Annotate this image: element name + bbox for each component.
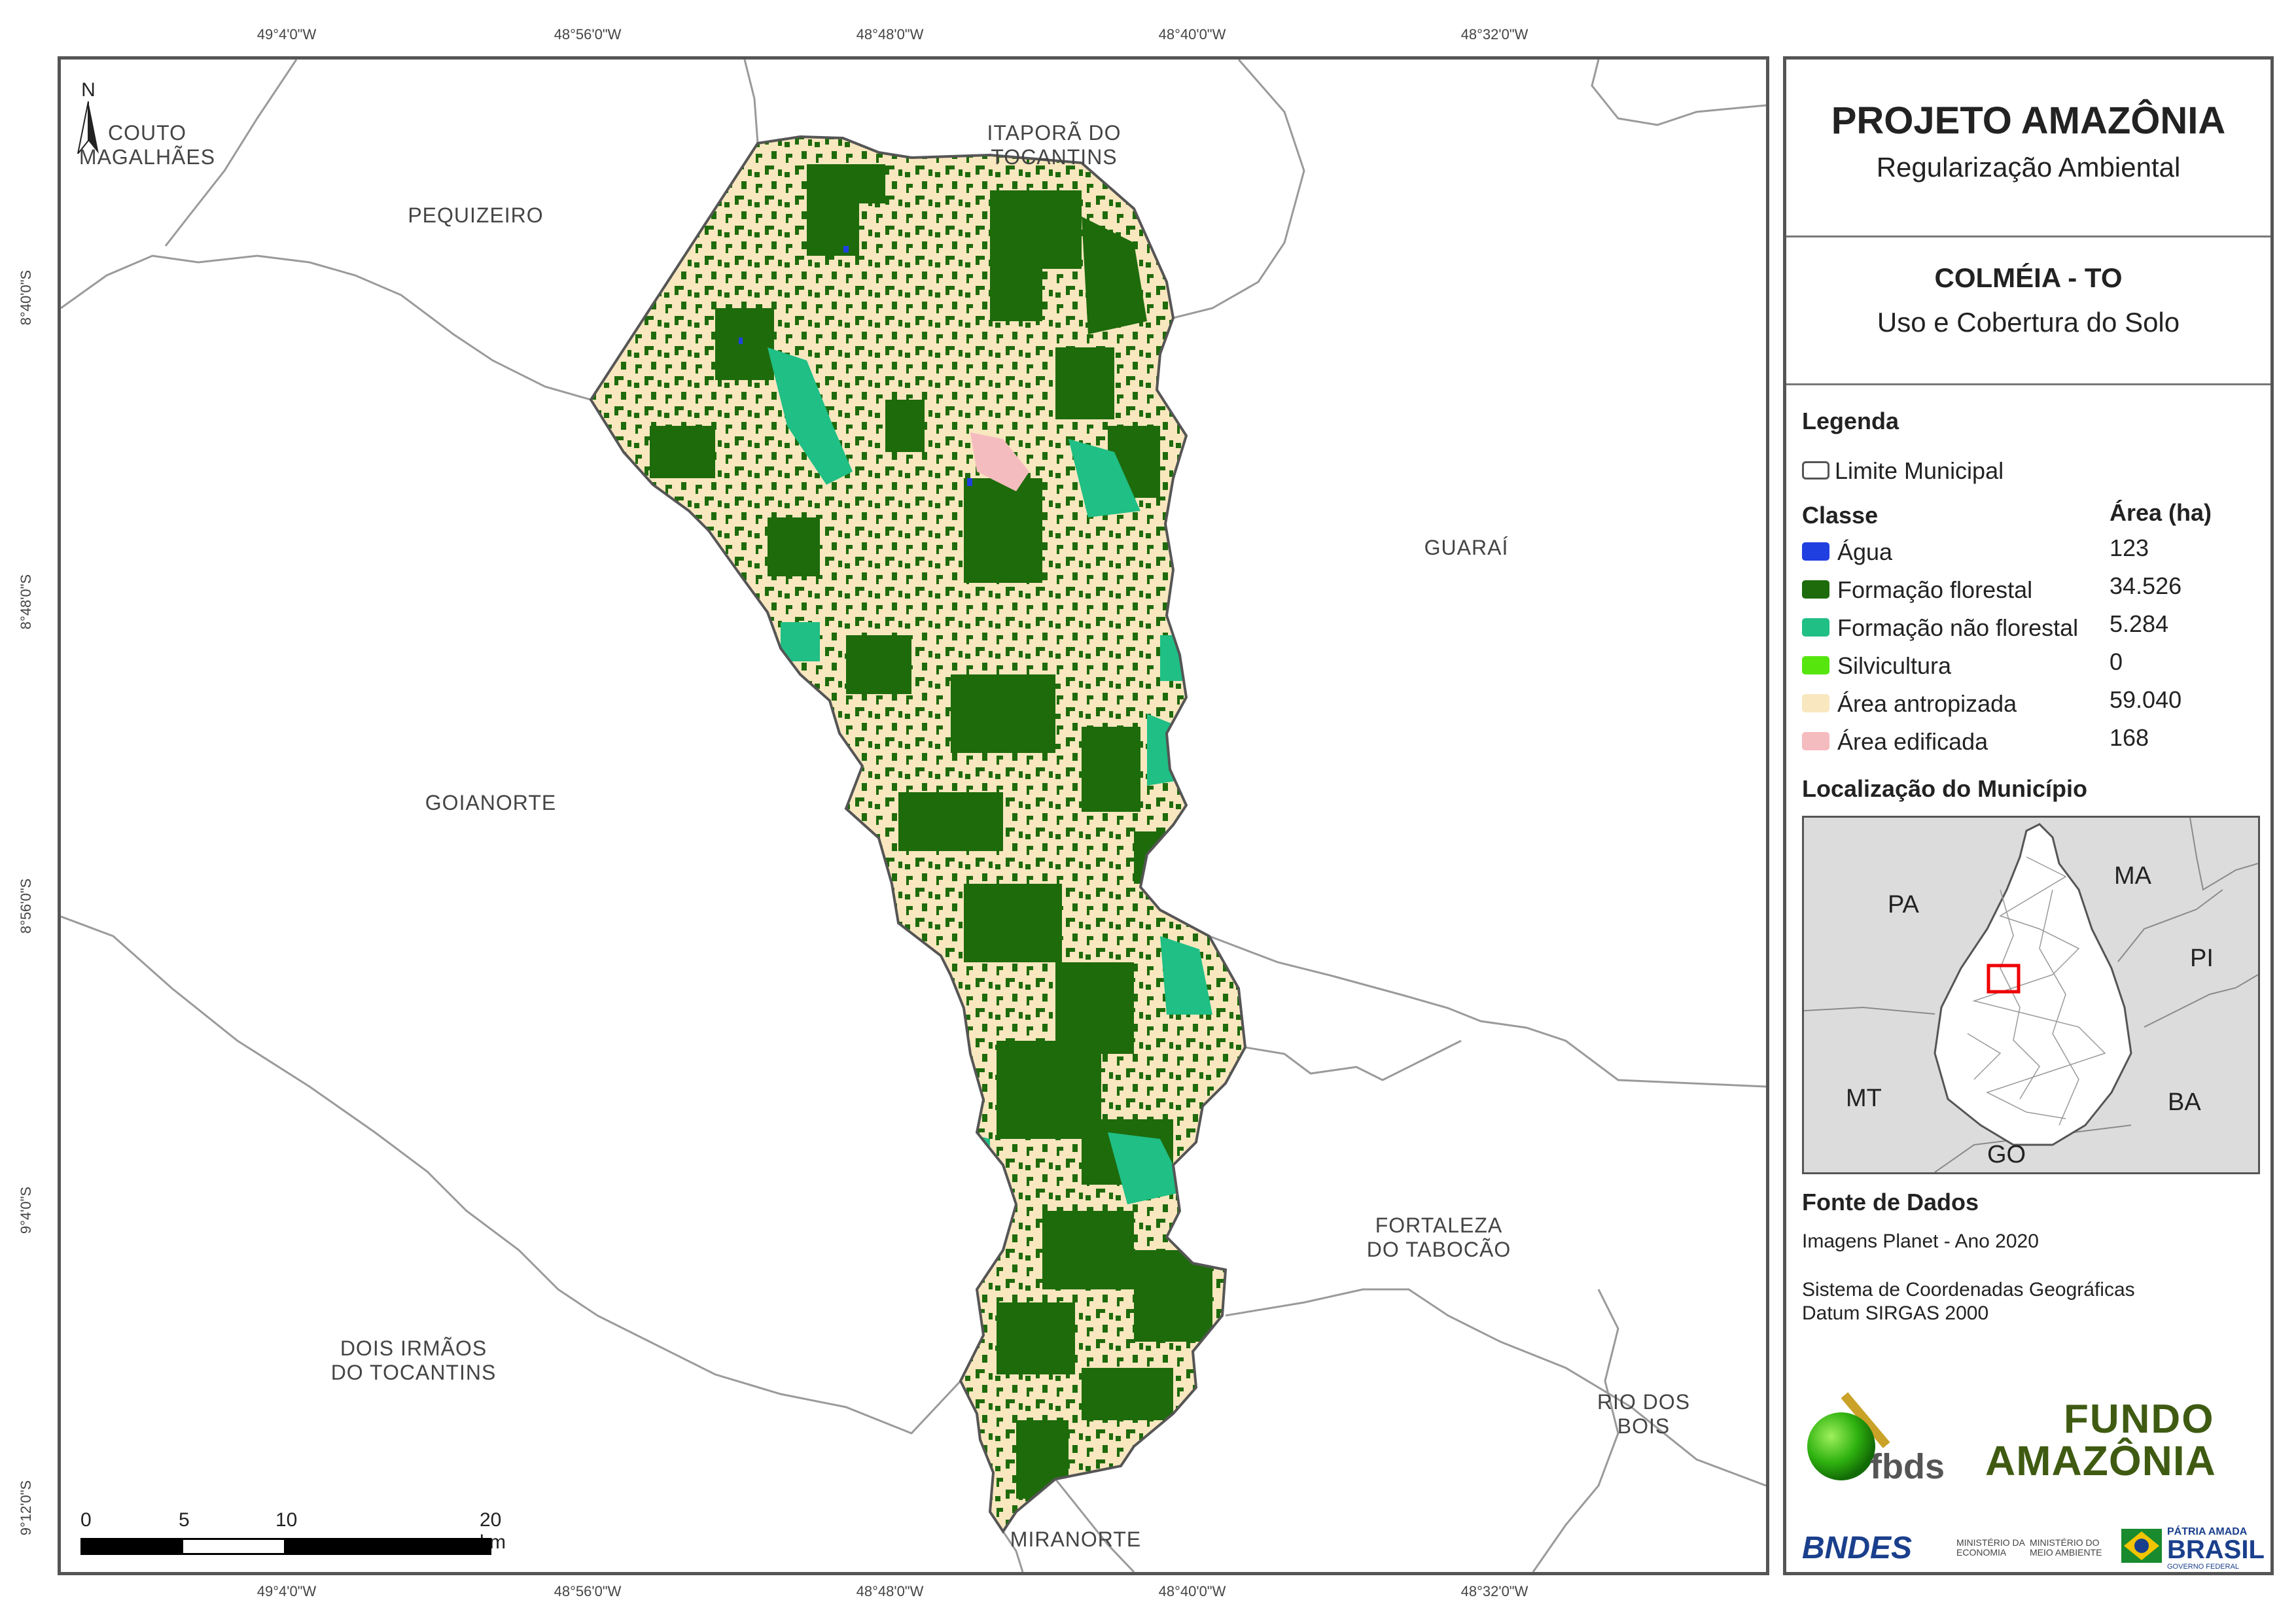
coord-left-5: 9°12'0"S xyxy=(18,1480,34,1536)
coord-top-3: 48°48'0"W xyxy=(856,26,924,43)
class-area-formacao-nao-florestal: 5.284 xyxy=(2110,610,2169,637)
fundo-amazonia-logo: FUNDO AMAZÔNIA xyxy=(1985,1399,2260,1484)
class-label-formacao-florestal: Formação florestal xyxy=(1837,576,2033,603)
coord-top-4: 48°40'0"W xyxy=(1158,26,1226,43)
bndes-logo: BNDES xyxy=(1802,1531,1913,1565)
state-label-pi: PI xyxy=(2190,945,2214,972)
scale-label-10: 10 xyxy=(275,1509,298,1531)
neighbor-boundaries xyxy=(61,60,1766,1572)
location-inset-svg xyxy=(1804,818,2258,1172)
coord-left-2: 8°48'0"S xyxy=(18,574,34,630)
sources-title: Fonte de Dados xyxy=(1802,1189,1979,1215)
label-dois-irmaos: DOIS IRMÃOS DO TOCANTINS xyxy=(330,1336,497,1384)
class-label-silvicultura: Silvicultura xyxy=(1837,652,1952,679)
label-fortaleza: FORTALEZA DO TABOCÃO xyxy=(1366,1213,1511,1261)
amazonia-text: AMAZÔNIA xyxy=(1985,1437,2216,1484)
fbds-logo: fbds xyxy=(1802,1381,1959,1486)
class-label-area-antropizada: Área antropizada xyxy=(1837,690,2017,717)
state-label-pa: PA xyxy=(1888,891,1919,918)
coord-top-2: 48°56'0"W xyxy=(554,26,622,43)
coord-top-5: 48°32'0"W xyxy=(1460,26,1528,43)
scale-bar: 0 5 10 20 km xyxy=(80,1509,512,1562)
scale-label-0: 0 xyxy=(80,1509,92,1531)
coord-bottom-3: 48°48'0"W xyxy=(856,1583,924,1599)
label-couto-magalhaes: COUTO MAGALHÃES xyxy=(79,121,216,169)
coord-left-4: 9°4'0"S xyxy=(18,1186,34,1234)
coord-bottom-1: 49°4'0"W xyxy=(256,1583,317,1599)
fundo-text: FUNDO xyxy=(2064,1397,2215,1442)
state-label-ma: MA xyxy=(2114,862,2151,890)
swatch-formacao-nao-florestal xyxy=(1802,618,1829,637)
class-area-agua: 123 xyxy=(2110,534,2149,561)
north-label: N xyxy=(81,79,96,101)
area-header: Área (ha) xyxy=(2110,499,2212,526)
state-label-ba: BA xyxy=(2168,1089,2201,1116)
project-title: PROJETO AMAZÔNIA xyxy=(1831,99,2226,142)
class-area-area-edificada: 168 xyxy=(2110,724,2149,751)
north-arrow-icon xyxy=(77,101,99,154)
label-pequizeiro: PEQUIZEIRO xyxy=(408,203,544,227)
label-itapora: ITAPORÃ DO TOCANTINS xyxy=(987,121,1122,169)
state-label-go: GO xyxy=(1987,1141,2026,1168)
class-label-area-edificada: Área edificada xyxy=(1837,728,1988,755)
location-title: Localização do Município xyxy=(1802,775,2088,802)
label-miranorte: MIRANORTE xyxy=(1010,1527,1142,1551)
label-goianorte: GOIANORTE xyxy=(425,791,557,814)
class-label-agua: Água xyxy=(1837,538,1893,565)
side-panel: PROJETO AMAZÔNIA Regularização Ambiental… xyxy=(1783,56,2274,1575)
land-cover-map xyxy=(61,60,1766,1572)
sources-crs-2: Datum SIRGAS 2000 xyxy=(1802,1302,1989,1324)
sources-crs-1: Sistema de Coordenadas Geográficas xyxy=(1802,1279,2135,1300)
label-guarai: GUARAÍ xyxy=(1424,536,1509,559)
coord-left-3: 8°56'0"S xyxy=(18,878,34,934)
min-economia-logo: MINISTÉRIO DA ECONOMIA xyxy=(1956,1537,2026,1558)
coord-bottom-2: 48°56'0"W xyxy=(554,1583,622,1599)
swatch-silvicultura xyxy=(1802,656,1829,674)
patria-line1: PÁTRIA AMADA xyxy=(2167,1526,2248,1537)
municipality-title: COLMÉIA - TO xyxy=(1934,262,2123,293)
patria-line3: GOVERNO FEDERAL xyxy=(2167,1563,2240,1571)
class-header: Classe xyxy=(1802,502,1879,529)
coord-left-1: 8°40'0"S xyxy=(18,270,34,326)
map-theme: Uso e Cobertura do Solo xyxy=(1877,307,2180,338)
sources-imagery: Imagens Planet - Ano 2020 xyxy=(1802,1230,2039,1252)
location-inset-map: PA MA PI MT BA GO xyxy=(1802,816,2260,1174)
north-arrow: N xyxy=(75,79,101,154)
coord-top-1: 49°4'0"W xyxy=(256,26,317,43)
class-label-formacao-nao-florestal: Formação não florestal xyxy=(1837,614,2079,641)
min-meio-ambiente-logo: MINISTÉRIO DO MEIO AMBIENTE xyxy=(2030,1537,2102,1558)
swatch-formacao-florestal xyxy=(1802,580,1829,599)
title-section: PROJETO AMAZÔNIA Regularização Ambiental xyxy=(1786,60,2270,237)
coord-bottom-4: 48°40'0"W xyxy=(1158,1583,1226,1599)
fbds-logo-icon xyxy=(1807,1392,1890,1480)
class-area-area-antropizada: 59.040 xyxy=(2110,686,2182,713)
scale-bar-graphic xyxy=(80,1538,491,1555)
map-panel: N COUTO MAGALHÃES PEQUIZEIRO ITAPORÃ DO … xyxy=(58,56,1769,1575)
state-label-mt: MT xyxy=(1846,1085,1882,1112)
project-subtitle: Regularização Ambiental xyxy=(1876,152,2181,183)
brazil-flag-icon xyxy=(2121,1529,2162,1563)
scale-label-5: 5 xyxy=(179,1509,190,1531)
label-rio-dos-bois: RIO DOS BOIS xyxy=(1597,1390,1691,1438)
swatch-area-antropizada xyxy=(1802,694,1829,712)
boundary-swatch xyxy=(1802,461,1829,480)
swatch-area-edificada xyxy=(1802,732,1829,750)
patria-line2: BRASIL xyxy=(2167,1535,2265,1564)
municipality-section: COLMÉIA - TO Uso e Cobertura do Solo xyxy=(1786,237,2270,385)
sponsor-logos: BNDES MINISTÉRIO DA ECONOMIA MINISTÉRIO … xyxy=(1802,1525,2265,1571)
boundary-label: Limite Municipal xyxy=(1835,457,2004,484)
class-area-formacao-florestal: 34.526 xyxy=(2110,572,2182,599)
fbds-text: fbds xyxy=(1870,1447,1945,1486)
legend-title: Legenda xyxy=(1802,408,1899,434)
coord-bottom-5: 48°32'0"W xyxy=(1460,1583,1528,1599)
class-area-silvicultura: 0 xyxy=(2110,648,2123,675)
swatch-agua xyxy=(1802,542,1829,561)
